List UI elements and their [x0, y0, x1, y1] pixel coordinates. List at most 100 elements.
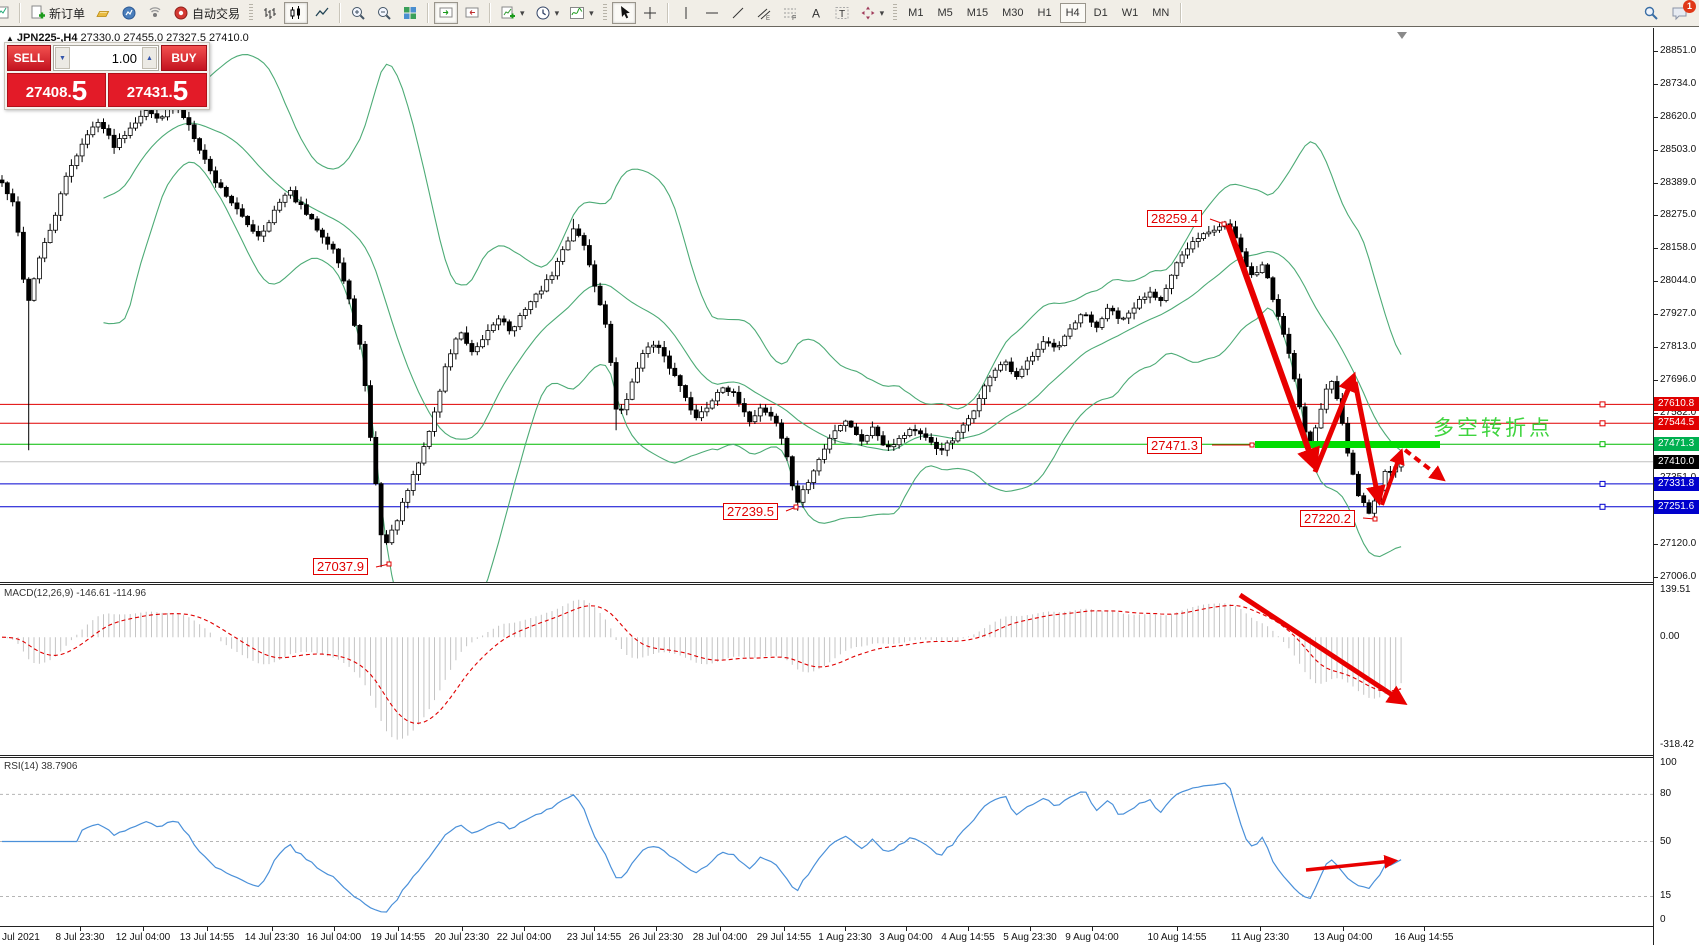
timeframe-d1[interactable]: D1 — [1088, 3, 1114, 23]
toolbar-grip — [602, 4, 607, 22]
arrows-tool[interactable]: ▾ — [856, 2, 889, 24]
text-label-tool[interactable]: T — [830, 2, 854, 24]
channel-tool[interactable]: E — [752, 2, 776, 24]
price-annotation-label[interactable]: 28259.4 — [1147, 210, 1202, 227]
horizontal-line-tool[interactable] — [700, 2, 724, 24]
price-tick-label: 28275.0 — [1660, 209, 1697, 220]
zoom-out-button[interactable] — [372, 2, 396, 24]
price-tick — [1654, 84, 1658, 85]
separator — [19, 3, 21, 23]
auto-scroll-button[interactable] — [434, 2, 459, 24]
indicators-icon — [570, 7, 585, 19]
macd-axis-label: -318.42 — [1660, 739, 1694, 750]
rsi-label: RSI(14) 38.7906 — [4, 761, 78, 772]
signals-button[interactable] — [143, 2, 167, 24]
price-level-badge: 27331.8 — [1654, 477, 1699, 491]
charts-toolbar-icon[interactable] — [0, 2, 14, 24]
toolbar-grip — [893, 4, 898, 22]
timeframe-h4[interactable]: H4 — [1059, 3, 1086, 23]
sell-button[interactable]: SELL — [7, 45, 51, 71]
chart-shift-button[interactable] — [460, 2, 484, 24]
timeframe-w1[interactable]: W1 — [1116, 3, 1145, 23]
timeframe-m5[interactable]: M5 — [931, 3, 958, 23]
crosshair-tool-button[interactable] — [638, 2, 662, 24]
chevron-down-icon: ▾ — [589, 7, 594, 18]
auto-trading-label: 自动交易 — [192, 6, 241, 21]
auto-scroll-icon — [439, 7, 453, 18]
buy-price-display[interactable]: 27431. 5 — [108, 73, 207, 107]
time-label: 10 Aug 14:55 — [1147, 932, 1207, 943]
time-label: 11 Aug 23:30 — [1230, 932, 1290, 943]
pane-separator[interactable] — [0, 755, 1653, 758]
search-button[interactable] — [1639, 2, 1663, 24]
price-tick — [1654, 577, 1658, 578]
price-tick — [1654, 183, 1658, 184]
rsi-axis-label: 15 — [1660, 890, 1672, 901]
trendline-tool[interactable] — [726, 2, 750, 24]
periods-button[interactable]: ▾ — [531, 2, 564, 24]
chat-button[interactable]: 1 — [1671, 0, 1696, 21]
timeframe-h1[interactable]: H1 — [1032, 3, 1058, 23]
trendline-icon — [732, 7, 743, 19]
timeframe-m15[interactable]: M15 — [961, 3, 994, 23]
buy-button[interactable]: BUY — [161, 45, 207, 71]
arrows-icon — [861, 6, 875, 20]
price-annotation-label[interactable]: 27471.3 — [1147, 437, 1202, 454]
time-label: 14 Jul 23:30 — [244, 932, 300, 943]
volume-decrease-button[interactable]: ▼ — [55, 47, 70, 69]
tile-windows-button[interactable] — [398, 2, 422, 24]
time-tick — [1260, 927, 1261, 931]
cursor-tool-button[interactable] — [611, 2, 636, 24]
vertical-line-tool[interactable] — [674, 2, 698, 24]
fibonacci-tool[interactable]: F — [778, 2, 802, 24]
new-chart-button[interactable]: ▾ — [496, 2, 529, 24]
timeframe-mn[interactable]: MN — [1146, 3, 1175, 23]
price-annotation-label[interactable]: 27037.9 — [313, 558, 368, 575]
candlestick-chart-button[interactable] — [284, 2, 309, 24]
bar-chart-icon — [264, 8, 277, 19]
time-axis: Jul 2021 8 Jul 23:30 12 Jul 04:00 13 Jul 14… — [0, 926, 1653, 945]
zoom-in-icon — [352, 7, 365, 20]
timeframe-m30[interactable]: M30 — [996, 3, 1029, 23]
macd-indicator-pane[interactable] — [0, 585, 1653, 755]
rsi-axis-label: 100 — [1660, 757, 1677, 768]
time-tick — [656, 927, 657, 931]
rsi-indicator-pane[interactable] — [0, 758, 1653, 926]
time-label: 16 Jul 04:00 — [306, 932, 362, 943]
new-chart-icon — [501, 6, 516, 19]
gold-symbols-button[interactable] — [91, 2, 115, 24]
chart-window: ▲ JPN225-,H4 27330.0 27455.0 27327.5 2741… — [0, 28, 1699, 945]
line-chart-button[interactable] — [310, 2, 334, 24]
time-tick — [207, 927, 208, 931]
price-annotation-label[interactable]: 27220.2 — [1300, 510, 1355, 527]
price-tick-label: 28734.0 — [1660, 78, 1697, 89]
main-price-chart[interactable] — [0, 28, 1653, 582]
price-annotation-label[interactable]: 27239.5 — [723, 503, 778, 520]
svg-text:F: F — [792, 15, 796, 21]
zoom-in-button[interactable] — [346, 2, 370, 24]
sell-price-display[interactable]: 27408. 5 — [7, 73, 106, 107]
indicators-button[interactable]: ▾ — [565, 2, 598, 24]
timeframe-m1[interactable]: M1 — [902, 3, 929, 23]
volume-input[interactable] — [71, 46, 141, 70]
time-label: 9 Aug 04:00 — [1065, 932, 1119, 943]
chat-notification-badge: 1 — [1683, 0, 1696, 13]
time-tick — [594, 927, 595, 931]
auto-trading-button[interactable]: 自动交易 — [169, 2, 244, 24]
volume-increase-button[interactable]: ▲ — [142, 47, 157, 69]
tile-windows-icon — [404, 7, 417, 19]
cursor-icon — [620, 6, 630, 19]
time-tick — [398, 927, 399, 931]
bar-chart-button[interactable] — [258, 2, 282, 24]
time-tick — [1030, 927, 1031, 931]
pane-separator[interactable] — [0, 582, 1653, 585]
price-tick — [1654, 281, 1658, 282]
price-tick-label: 27120.0 — [1660, 538, 1697, 549]
price-axis: 28851.0 28734.0 28620.0 28503.0 28389.0 28275… — [1653, 28, 1699, 945]
toolbar-grip — [249, 4, 254, 22]
market-watch-button[interactable] — [117, 2, 141, 24]
new-order-button[interactable]: 新订单 — [26, 2, 89, 24]
time-label: 4 Aug 14:55 — [941, 932, 995, 943]
text-tool[interactable]: A — [804, 2, 828, 24]
time-tick — [720, 927, 721, 931]
